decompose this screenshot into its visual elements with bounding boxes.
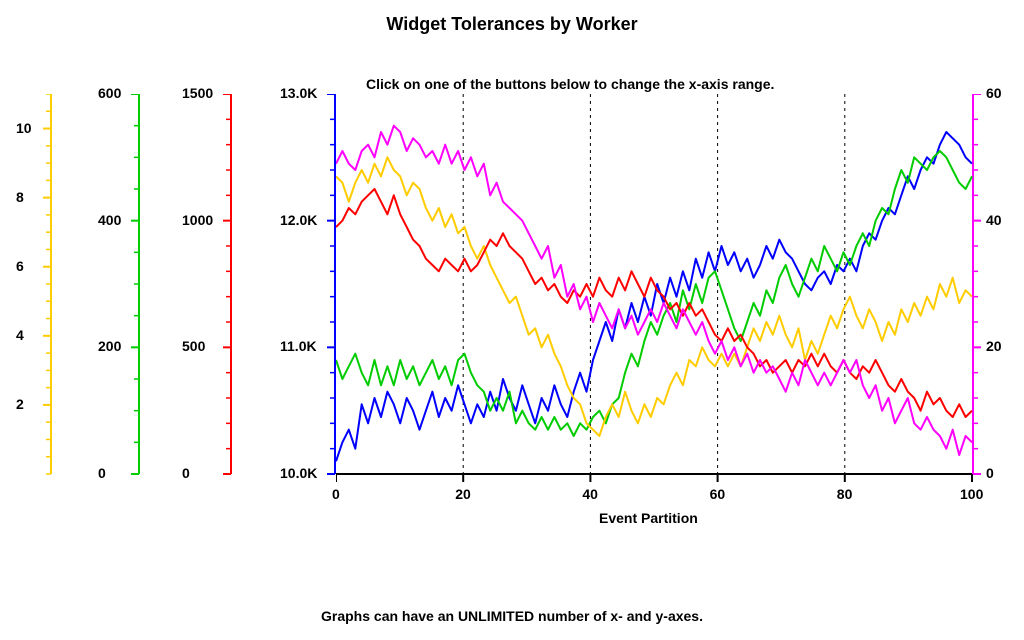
yellow-axis-tick-label: 6 [16,258,24,274]
blue-axis-tick-label: 13.0K [280,85,317,101]
yellow-axis [42,94,52,476]
x-tick-label: 60 [710,486,726,502]
blue-axis [326,94,336,476]
green-axis-tick-label: 200 [98,338,121,354]
magenta-axis-tick-label: 60 [986,85,1002,101]
red-axis [222,94,232,476]
magenta-axis-tick-label: 40 [986,212,1002,228]
magenta-axis [972,94,982,476]
yellow-axis-tick-label: 10 [16,120,32,136]
x-tick-label: 80 [837,486,853,502]
chart-title: Widget Tolerances by Worker [0,14,1024,35]
blue-series [336,132,972,461]
chart-footer: Graphs can have an UNLIMITED number of x… [0,608,1024,624]
red-axis-tick-label: 1000 [182,212,213,228]
yellow-axis-tick-label: 4 [16,327,24,343]
green-axis-tick-label: 400 [98,212,121,228]
green-axis-tick-label: 600 [98,85,121,101]
blue-axis-tick-label: 11.0K [280,338,317,354]
red-axis-tick-label: 500 [182,338,205,354]
x-tick-label: 20 [455,486,471,502]
magenta-axis-tick-label: 20 [986,338,1002,354]
green-axis-tick-label: 0 [98,465,106,481]
red-axis-tick-label: 0 [182,465,190,481]
magenta-axis-tick-label: 0 [986,465,994,481]
chart-subtitle: Click on one of the buttons below to cha… [366,76,774,92]
yellow-axis-tick-label: 8 [16,189,24,205]
x-tick-label: 0 [332,486,340,502]
blue-axis-tick-label: 10.0K [280,465,317,481]
blue-axis-tick-label: 12.0K [280,212,317,228]
red-axis-tick-label: 1500 [182,85,213,101]
green-axis [130,94,140,476]
plot-area [336,94,973,486]
x-tick-label: 100 [960,486,983,502]
x-axis-label: Event Partition [599,510,698,526]
yellow-axis-tick-label: 2 [16,396,24,412]
x-tick-label: 40 [582,486,598,502]
